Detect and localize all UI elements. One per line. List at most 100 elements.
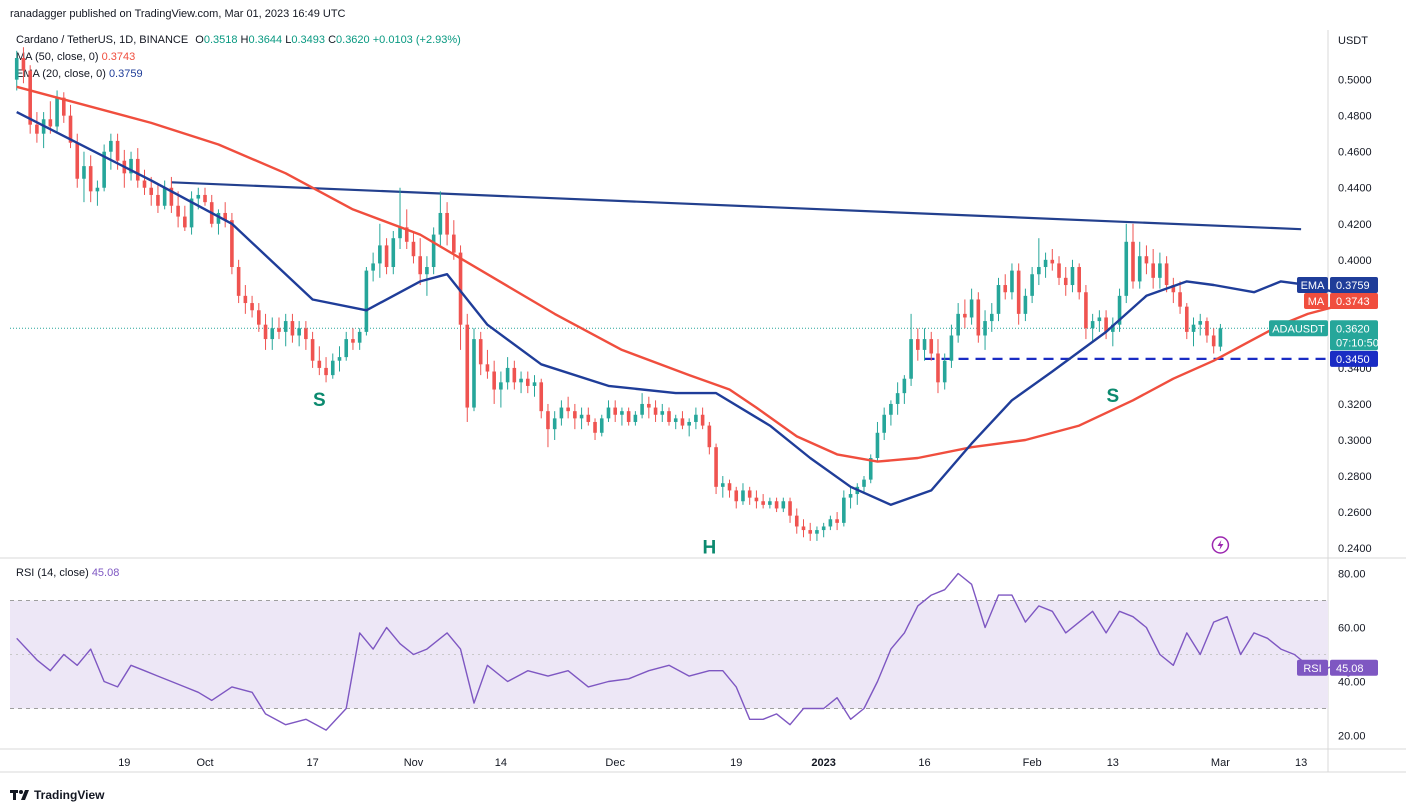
candle-body	[882, 414, 886, 433]
candle-body	[1097, 317, 1102, 322]
candle-body	[909, 339, 913, 379]
candle-body	[378, 245, 382, 264]
candle-body	[505, 367, 510, 383]
candle-body	[512, 367, 517, 383]
candle-body	[465, 324, 470, 408]
candle-body	[236, 267, 241, 296]
candle-body	[445, 212, 449, 235]
price-tick-label: 0.4800	[1338, 111, 1372, 123]
candle-body	[357, 331, 362, 343]
ema-name-tag-text: EMA	[1301, 280, 1326, 292]
candle-body	[472, 339, 476, 408]
candle-body	[653, 407, 658, 415]
candle-body	[82, 166, 86, 179]
candle-body	[741, 490, 745, 502]
candle-body	[1077, 267, 1081, 293]
candle-body	[216, 212, 221, 224]
candle-body	[969, 299, 974, 318]
candle-body	[566, 407, 570, 412]
candle-body	[250, 303, 254, 311]
candle-body	[438, 212, 443, 235]
candle-body	[983, 321, 987, 336]
candle-body	[75, 142, 80, 179]
ma-legend[interactable]: MA (50, close, 0) 0.3743	[16, 51, 135, 63]
candle-body	[109, 140, 113, 152]
candle-body	[1137, 256, 1142, 282]
candle-body	[270, 328, 275, 340]
candle-body	[1198, 321, 1203, 325]
candle-body	[788, 501, 792, 516]
candle-body	[169, 187, 174, 206]
candle-body	[519, 378, 523, 383]
candle-body	[761, 501, 765, 505]
low-value: 0.3493	[291, 34, 325, 46]
ma-name-tag-box	[1304, 293, 1328, 309]
currency-label: USDT	[1338, 35, 1368, 47]
candle-body	[1016, 270, 1021, 314]
candle-body	[330, 360, 335, 376]
candle-body	[102, 151, 106, 188]
candle-body	[794, 515, 799, 527]
candle-body	[1104, 317, 1108, 332]
candle-body	[936, 353, 940, 383]
candle-body	[351, 339, 355, 343]
rsi-legend[interactable]: RSI (14, close) 45.08	[16, 567, 119, 579]
candle-body	[599, 418, 604, 433]
price-tick-label: 0.3000	[1338, 435, 1372, 447]
candle-body	[781, 501, 786, 509]
candle-body	[694, 414, 698, 422]
candle-body	[35, 124, 39, 134]
candle-body	[156, 194, 160, 206]
candle-body	[673, 418, 678, 422]
candle-body	[1144, 256, 1149, 264]
candle-body	[431, 234, 436, 268]
candle-body	[21, 58, 26, 71]
candle-body	[1084, 292, 1088, 329]
candle-body	[1050, 259, 1055, 264]
time-tick-label: 19	[118, 757, 130, 769]
price-tick-label: 0.4400	[1338, 183, 1372, 195]
candle-body	[1171, 285, 1176, 293]
candle-body	[801, 526, 806, 531]
symbol-legend: Cardano / TetherUS, 1D, BINANCE O0.3518 …	[16, 34, 461, 46]
candle-body	[452, 234, 456, 253]
symbol-name-tag-text: ADAUSDT	[1272, 323, 1325, 335]
candle-body	[707, 425, 712, 448]
candle-body	[398, 227, 402, 239]
candle-body	[821, 526, 826, 531]
candle-body	[492, 371, 496, 390]
ema-legend[interactable]: EMA (20, close, 0) 0.3759	[16, 68, 143, 80]
candle-body	[317, 360, 322, 368]
candle-body	[48, 119, 53, 127]
candle-body	[949, 335, 954, 361]
candle-body	[640, 403, 644, 415]
candle-body	[404, 227, 409, 242]
price-tick-label: 0.4200	[1338, 219, 1372, 231]
price-tick-label: 0.2600	[1338, 507, 1372, 519]
candle-body	[963, 313, 967, 318]
candle-body	[667, 411, 671, 422]
symbol-name: Cardano / TetherUS, 1D, BINANCE	[16, 34, 189, 46]
candle-body	[929, 339, 934, 354]
candle-body	[1131, 241, 1135, 282]
rsi-line	[16, 572, 1362, 731]
candle-body	[1205, 321, 1209, 336]
ma-legend-value: 0.3743	[101, 51, 136, 63]
candle-body	[196, 194, 201, 199]
candle-body	[714, 447, 718, 487]
tradingview-branding[interactable]: TradingView	[10, 788, 104, 802]
candle-body	[620, 411, 624, 415]
candle-body	[525, 378, 530, 386]
close-label: C	[328, 34, 337, 46]
rsi-tick-label: 80.00	[1338, 569, 1366, 581]
candle-body	[1057, 263, 1061, 278]
time-tick-label: 17	[306, 757, 318, 769]
candle-body	[499, 382, 503, 390]
time-tick-label: Oct	[196, 757, 213, 769]
candle-body	[989, 313, 994, 322]
ema-price-tag-text: 0.3759	[1336, 280, 1370, 292]
ema-legend-value: 0.3759	[108, 68, 143, 80]
pattern-annotation-label: S	[313, 390, 326, 411]
time-tick-label: 16	[918, 757, 930, 769]
